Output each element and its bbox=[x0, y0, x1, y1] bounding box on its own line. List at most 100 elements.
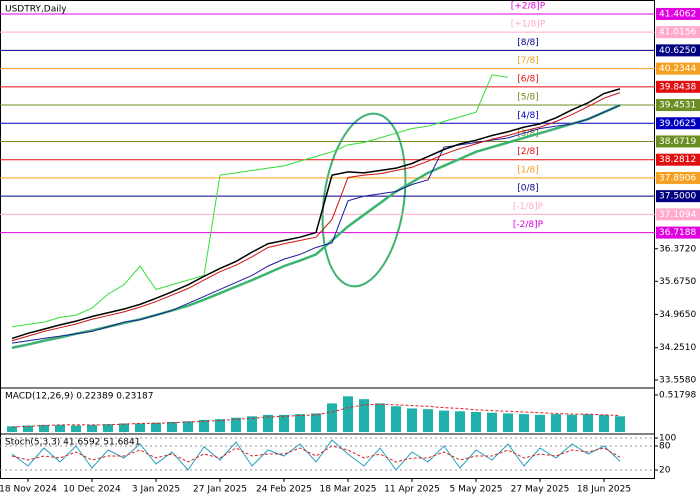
price-label: 40.6250 bbox=[659, 46, 696, 56]
macd-title: MACD(12,26,9) 0.22389 0.23187 bbox=[5, 392, 154, 402]
histogram-bar bbox=[247, 416, 257, 432]
x-tick-label: 24 Feb 2025 bbox=[256, 485, 312, 495]
histogram-bar bbox=[183, 421, 193, 432]
y-tick-label: 36.3720 bbox=[659, 244, 696, 254]
histogram-bar bbox=[551, 414, 561, 432]
murrey-name: [7/8] bbox=[517, 56, 539, 66]
x-tick-label: 18 Nov 2024 bbox=[0, 485, 57, 495]
x-tick-label: 10 Dec 2024 bbox=[63, 485, 121, 495]
histogram-bar bbox=[615, 416, 625, 432]
series-line bbox=[11, 88, 621, 340]
histogram-bar bbox=[151, 422, 161, 432]
histogram-bar bbox=[295, 414, 305, 432]
murrey-name: [8/8] bbox=[517, 38, 539, 48]
histogram-bar bbox=[439, 410, 449, 432]
histogram-bar bbox=[567, 414, 577, 432]
price-label-box bbox=[656, 44, 700, 57]
price-label: 41.4062 bbox=[659, 9, 696, 19]
price-label: 38.6719 bbox=[659, 137, 696, 147]
price-label: 37.8906 bbox=[659, 173, 696, 183]
y-tick-label: 100 bbox=[659, 434, 676, 444]
histogram-bar bbox=[407, 408, 417, 432]
histogram-bar bbox=[23, 425, 33, 432]
price-label: 41.0156 bbox=[659, 28, 696, 38]
histogram-bar bbox=[167, 422, 177, 432]
histogram-bar bbox=[455, 411, 465, 432]
y-tick-label: 34.9650 bbox=[659, 310, 696, 320]
histogram-bar bbox=[199, 419, 209, 432]
price-label: 37.5000 bbox=[659, 192, 696, 202]
stoch-title: Stoch(5,3,3) 41.6592 51.6841 bbox=[5, 438, 140, 448]
price-label-box bbox=[656, 226, 700, 239]
histogram-bar bbox=[423, 409, 433, 432]
murrey-name: [4/8] bbox=[517, 111, 539, 121]
price-label: 38.2812 bbox=[659, 155, 696, 165]
series-line bbox=[11, 403, 621, 428]
murrey-name: [+2/8]P bbox=[511, 1, 546, 11]
x-tick-label: 27 May 2025 bbox=[511, 485, 570, 495]
price-label-box bbox=[656, 171, 700, 184]
series-line bbox=[11, 445, 621, 463]
histogram-bar bbox=[7, 426, 17, 432]
histogram-bar bbox=[39, 424, 49, 432]
histogram-bar bbox=[599, 414, 609, 432]
price-label: 36.7188 bbox=[659, 228, 696, 238]
histogram-bar bbox=[535, 414, 545, 432]
histogram-bar bbox=[359, 399, 369, 432]
series-line bbox=[11, 92, 621, 342]
murrey-name: [-2/8]P bbox=[513, 220, 544, 230]
x-tick-label: 3 Jan 2025 bbox=[132, 485, 180, 495]
murrey-name: [5/8] bbox=[517, 93, 539, 103]
histogram-bar bbox=[103, 424, 113, 432]
histogram-bar bbox=[375, 403, 385, 432]
histogram-bar bbox=[487, 412, 497, 432]
x-tick-label: 18 Mar 2025 bbox=[319, 485, 376, 495]
histogram-bar bbox=[519, 414, 529, 432]
price-label: 40.2344 bbox=[659, 64, 696, 74]
murrey-name: [-1/8]P bbox=[513, 202, 544, 212]
price-label-box bbox=[656, 190, 700, 203]
y-tick-label: 33.5580 bbox=[659, 376, 696, 386]
y-tick-label: 35.6750 bbox=[659, 277, 696, 287]
price-label-box bbox=[656, 99, 700, 112]
x-tick-label: 18 Jun 2025 bbox=[577, 485, 631, 495]
price-label-box bbox=[656, 80, 700, 93]
series-line bbox=[11, 74, 509, 328]
histogram-bar bbox=[343, 396, 353, 432]
histogram-bar bbox=[279, 414, 289, 432]
price-label-box bbox=[656, 117, 700, 130]
histogram-bar bbox=[471, 412, 481, 432]
price-label-box bbox=[656, 7, 700, 20]
murrey-name: [6/8] bbox=[517, 74, 539, 84]
y-tick-label: 34.2510 bbox=[659, 343, 696, 353]
murrey-name: [2/8] bbox=[517, 147, 539, 157]
murrey-name: [1/8] bbox=[517, 165, 539, 175]
murrey-name: [0/8] bbox=[517, 184, 539, 194]
x-tick-label: 27 Jan 2025 bbox=[193, 485, 247, 495]
histogram-bar bbox=[71, 425, 81, 432]
histogram-bar bbox=[391, 406, 401, 432]
histogram-bar bbox=[119, 423, 129, 432]
histogram-bar bbox=[231, 417, 241, 432]
price-label: 39.4531 bbox=[659, 101, 696, 111]
x-tick-label: 5 May 2025 bbox=[450, 485, 503, 495]
murrey-name: [+1/8]P bbox=[511, 20, 546, 30]
price-label-box bbox=[656, 62, 700, 75]
y-tick-label: 80 bbox=[659, 442, 671, 452]
murrey-name: [3/8] bbox=[517, 129, 539, 139]
chart-title: USDTRY,Daily bbox=[5, 5, 67, 15]
histogram-bar bbox=[583, 414, 593, 432]
frame bbox=[0, 0, 655, 479]
histogram-bar bbox=[327, 403, 337, 432]
histogram-bar bbox=[87, 424, 97, 432]
y-tick-label: 20 bbox=[659, 466, 671, 476]
price-label-box bbox=[656, 26, 700, 39]
histogram-bar bbox=[263, 414, 273, 432]
histogram-bar bbox=[215, 419, 225, 432]
x-tick-label: 11 Apr 2025 bbox=[384, 485, 440, 495]
price-label-box bbox=[656, 208, 700, 221]
histogram-bar bbox=[135, 423, 145, 432]
price-label-box bbox=[656, 135, 700, 148]
annotation-ellipse bbox=[321, 112, 407, 288]
